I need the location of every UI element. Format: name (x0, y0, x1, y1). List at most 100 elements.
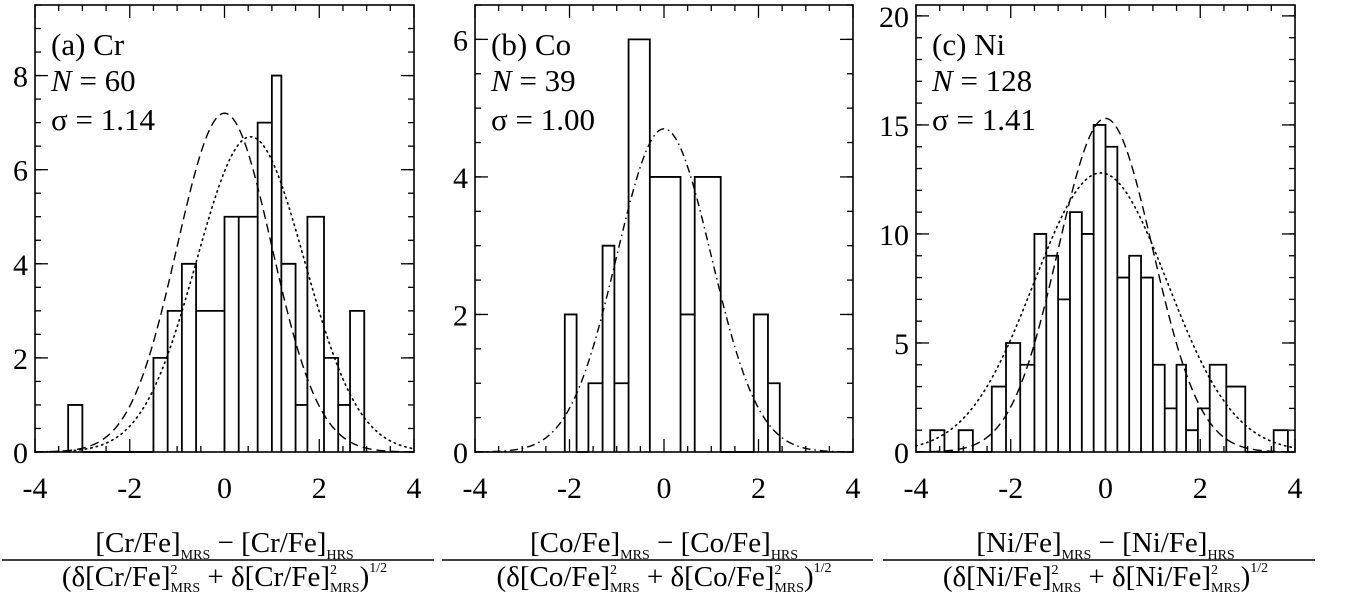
x-axis-numerator: [Cr/Fe]MRS − [Cr/Fe]HRS (95, 527, 353, 563)
x-tick-label: -2 (557, 472, 582, 505)
y-tick-label: 0 (453, 437, 468, 470)
xlabel-sub: MRS (1211, 581, 1241, 596)
n-value: 128 (986, 63, 1033, 98)
n-symbol: N (50, 63, 74, 98)
sigma-symbol: σ = (932, 102, 982, 137)
xlabel-sup: 2 (774, 563, 781, 578)
y-tick-label: 0 (894, 437, 909, 470)
xlabel-part: (δ[Co/Fe] (497, 561, 611, 593)
y-tick-label: 10 (879, 219, 909, 252)
n-value: 39 (545, 63, 576, 98)
y-tick-label: 20 (879, 1, 909, 34)
y-tick-label: 2 (13, 343, 28, 376)
sigma-annotation: σ = 1.14 (51, 102, 155, 137)
x-tick-label: -2 (117, 472, 142, 505)
x-tick-label: 0 (217, 472, 232, 505)
xlabel-part: [Co/Fe] (530, 527, 620, 559)
sigma-value: 1.41 (982, 102, 1036, 137)
histogram-bars (929, 124, 1289, 453)
sigma-value: 1.00 (541, 102, 595, 137)
sigma-annotation: σ = 1.00 (491, 102, 595, 137)
x-tick-label: -2 (998, 472, 1023, 505)
x-tick-label: 2 (1193, 472, 1208, 505)
y-tick-label: 2 (453, 299, 468, 332)
x-tick-label: 2 (751, 472, 766, 505)
panel-label: (b) Co (491, 27, 571, 62)
x-axis-numerator: [Ni/Fe]MRS − [Ni/Fe]HRS (976, 527, 1234, 563)
equals-sign: = (953, 63, 986, 98)
xlabel-sup: 2 (610, 563, 617, 578)
gaussian-curve-dotted (915, 172, 1296, 449)
sigma-symbol: σ = (51, 102, 101, 137)
xlabel-part: ) (1241, 561, 1251, 593)
xlabel-sup: 2 (1211, 563, 1218, 578)
equals-sign: = (72, 63, 105, 98)
sample-size-annotation: N = 128 (931, 63, 1032, 98)
y-tick-label: 15 (879, 110, 909, 143)
x-tick-label: 4 (1288, 472, 1303, 505)
sample-size-annotation: N = 39 (490, 63, 576, 98)
sigma-symbol: σ = (491, 102, 541, 137)
xlabel-part: + δ[Ni/Fe] (1081, 561, 1211, 593)
xlabel-part: ) (360, 561, 370, 593)
xlabel-sub: MRS (1052, 581, 1082, 596)
panel-label: (a) Cr (51, 27, 125, 62)
x-tick-label: 4 (407, 472, 422, 505)
xlabel-sup: 1/2 (1250, 561, 1268, 576)
xlabel-sub: MRS (171, 581, 201, 596)
gaussian-curve-dashed (915, 117, 1296, 453)
xlabel-part: [Cr/Fe] (95, 527, 180, 559)
xlabel-part: + δ[Cr/Fe] (200, 561, 330, 593)
xlabel-part: (δ[Cr/Fe] (62, 561, 171, 593)
panel-label: (c) Ni (932, 27, 1006, 62)
x-tick-label: -4 (463, 472, 488, 505)
xlabel-part: ) (804, 561, 814, 593)
gaussian-curve-dashed (34, 112, 415, 453)
x-axis-denominator: (δ[Co/Fe]2 MRS + δ[Co/Fe]2 MRS)1/2 (497, 561, 832, 596)
x-axis-denominator: (δ[Ni/Fe]2 MRS + δ[Ni/Fe]2 MRS)1/2 (943, 561, 1268, 596)
n-symbol: N (931, 63, 955, 98)
x-tick-label: -4 (23, 472, 48, 505)
xlabel-sup: 1/2 (369, 561, 387, 576)
gaussian-curve-dashdot (474, 128, 854, 453)
xlabel-sub: MRS (330, 581, 360, 596)
y-tick-label: 8 (13, 61, 28, 94)
xlabel-sup: 1/2 (814, 561, 832, 576)
histogram-bars (67, 74, 366, 453)
xlabel-part: + δ[Co/Fe] (640, 561, 775, 593)
y-tick-label: 4 (13, 249, 28, 282)
xlabel-sup: 2 (171, 563, 178, 578)
xlabel-part: (δ[Ni/Fe] (943, 561, 1052, 593)
xlabel-sub: MRS (774, 581, 804, 596)
xlabel-part: − [Ni/Fe] (1091, 527, 1207, 559)
sigma-annotation: σ = 1.41 (932, 102, 1036, 137)
y-tick-label: 0 (13, 437, 28, 470)
gaussian-curve-dotted (34, 135, 415, 453)
xlabel-part: − [Co/Fe] (650, 527, 771, 559)
xlabel-sup: 2 (1052, 563, 1059, 578)
y-tick-label: 4 (453, 162, 468, 195)
x-tick-label: 0 (657, 472, 672, 505)
xlabel-part: [Ni/Fe] (976, 527, 1061, 559)
sample-size-annotation: N = 60 (50, 63, 136, 98)
x-tick-label: -4 (904, 472, 929, 505)
equals-sign: = (512, 63, 545, 98)
xlabel-part: − [Cr/Fe] (210, 527, 326, 559)
xlabel-sup: 2 (330, 563, 337, 578)
histogram-bars (563, 38, 781, 453)
sigma-value: 1.14 (101, 102, 156, 137)
x-tick-label: 0 (1098, 472, 1113, 505)
n-symbol: N (490, 63, 514, 98)
x-axis-denominator: (δ[Cr/Fe]2 MRS + δ[Cr/Fe]2 MRS)1/2 (62, 561, 387, 596)
x-tick-label: 4 (846, 472, 861, 505)
y-tick-label: 6 (13, 155, 28, 188)
y-tick-label: 5 (894, 328, 909, 361)
y-tick-label: 6 (453, 24, 468, 57)
xlabel-sub: MRS (610, 581, 640, 596)
x-axis-numerator: [Co/Fe]MRS − [Co/Fe]HRS (530, 527, 798, 563)
x-tick-label: 2 (312, 472, 327, 505)
